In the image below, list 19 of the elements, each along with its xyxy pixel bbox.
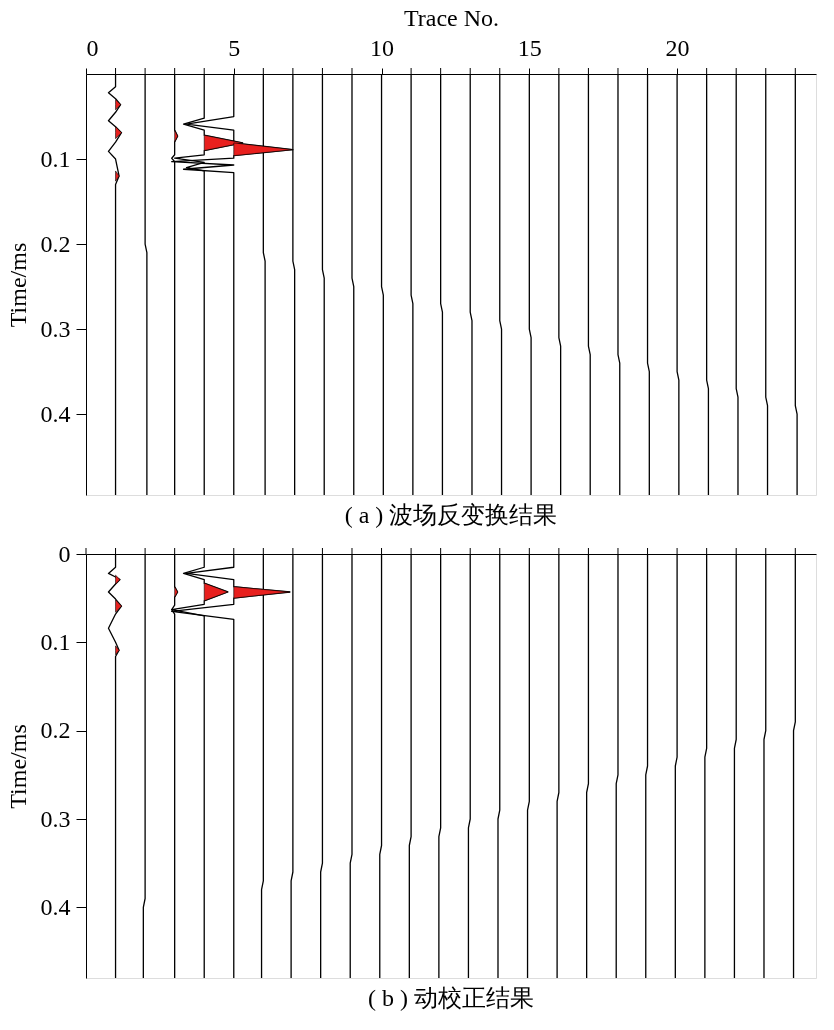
y-tick-label: 0.3: [40, 805, 71, 832]
y-tick-label: 0.2: [40, 230, 71, 257]
y-axis-title: Time/ms: [4, 724, 31, 809]
x-tick-label: 15: [517, 34, 542, 61]
y-tick-label: 0.3: [40, 315, 71, 342]
y-tick-label: 0.1: [40, 145, 71, 172]
y-tick-label: 0.2: [40, 717, 71, 744]
y-tick-label: 0.4: [40, 893, 71, 920]
y-axis-title: Time/ms: [4, 242, 31, 328]
y-tick-label: 0.1: [40, 628, 71, 655]
x-tick-label: 20: [665, 34, 690, 61]
x-axis-title: Trace No.: [403, 4, 500, 31]
x-tick-label: 0: [86, 34, 99, 61]
x-tick-label: 5: [228, 34, 241, 61]
y-tick-label: 0.4: [40, 400, 71, 427]
x-tick-label: 10: [370, 34, 395, 61]
text: ( b ) 动校正结果: [368, 984, 534, 1011]
text: ( a ) 波场反变换结果: [344, 501, 558, 528]
y-tick-label: 0: [58, 540, 71, 567]
